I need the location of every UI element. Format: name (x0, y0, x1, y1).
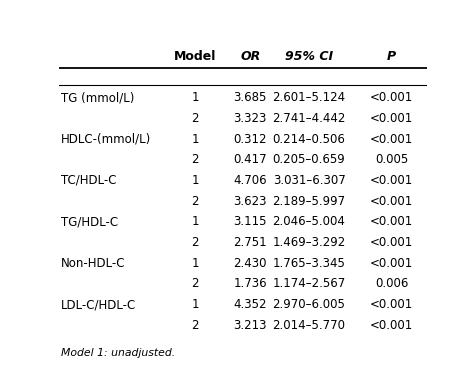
Text: 0.417: 0.417 (234, 153, 267, 166)
Text: 3.623: 3.623 (234, 195, 267, 208)
Text: 2.046–5.004: 2.046–5.004 (273, 215, 346, 228)
Text: <0.001: <0.001 (370, 215, 413, 228)
Text: 0.214–0.506: 0.214–0.506 (273, 132, 346, 145)
Text: 2: 2 (191, 236, 199, 249)
Text: OR: OR (240, 50, 260, 63)
Text: 2.189–5.997: 2.189–5.997 (273, 195, 346, 208)
Text: 2.741–4.442: 2.741–4.442 (273, 112, 346, 125)
Text: 4.706: 4.706 (234, 174, 267, 187)
Text: 2: 2 (191, 112, 199, 125)
Text: 1.765–3.345: 1.765–3.345 (273, 256, 346, 270)
Text: 1.469–3.292: 1.469–3.292 (273, 236, 346, 249)
Text: Non-HDL-C: Non-HDL-C (61, 256, 126, 270)
Text: 1: 1 (191, 256, 199, 270)
Text: 3.115: 3.115 (234, 215, 267, 228)
Text: LDL-C/HDL-C: LDL-C/HDL-C (61, 298, 137, 311)
Text: 2.751: 2.751 (234, 236, 267, 249)
Text: 2: 2 (191, 153, 199, 166)
Text: 2.970–6.005: 2.970–6.005 (273, 298, 346, 311)
Text: 1: 1 (191, 298, 199, 311)
Text: 1: 1 (191, 132, 199, 145)
Text: 3.213: 3.213 (234, 319, 267, 332)
Text: <0.001: <0.001 (370, 174, 413, 187)
Text: Model: Model (174, 50, 216, 63)
Text: 0.205–0.659: 0.205–0.659 (273, 153, 346, 166)
Text: 1.736: 1.736 (234, 277, 267, 290)
Text: 3.323: 3.323 (234, 112, 267, 125)
Text: TG/HDL-C: TG/HDL-C (61, 215, 118, 228)
Text: 1.174–2.567: 1.174–2.567 (273, 277, 346, 290)
Text: 2: 2 (191, 277, 199, 290)
Text: HDLC-(mmol/L): HDLC-(mmol/L) (61, 132, 151, 145)
Text: TC/HDL-C: TC/HDL-C (61, 174, 117, 187)
Text: <0.001: <0.001 (370, 298, 413, 311)
Text: <0.001: <0.001 (370, 319, 413, 332)
Text: <0.001: <0.001 (370, 195, 413, 208)
Text: 1: 1 (191, 91, 199, 104)
Text: <0.001: <0.001 (370, 132, 413, 145)
Text: <0.001: <0.001 (370, 236, 413, 249)
Text: 0.312: 0.312 (234, 132, 267, 145)
Text: 0.006: 0.006 (375, 277, 409, 290)
Text: 2: 2 (191, 195, 199, 208)
Text: 2.014–5.770: 2.014–5.770 (273, 319, 346, 332)
Text: 2: 2 (191, 319, 199, 332)
Text: 1: 1 (191, 174, 199, 187)
Text: Model 1: unadjusted.: Model 1: unadjusted. (61, 348, 175, 358)
Text: 1: 1 (191, 215, 199, 228)
Text: TG (mmol/L): TG (mmol/L) (61, 91, 135, 104)
Text: <0.001: <0.001 (370, 112, 413, 125)
Text: 3.685: 3.685 (234, 91, 267, 104)
Text: 3.031–6.307: 3.031–6.307 (273, 174, 346, 187)
Text: 95% CI: 95% CI (285, 50, 333, 63)
Text: <0.001: <0.001 (370, 256, 413, 270)
Text: 2.601–5.124: 2.601–5.124 (273, 91, 346, 104)
Text: 2.430: 2.430 (234, 256, 267, 270)
Text: 0.005: 0.005 (375, 153, 408, 166)
Text: <0.001: <0.001 (370, 91, 413, 104)
Text: P: P (387, 50, 396, 63)
Text: 4.352: 4.352 (234, 298, 267, 311)
